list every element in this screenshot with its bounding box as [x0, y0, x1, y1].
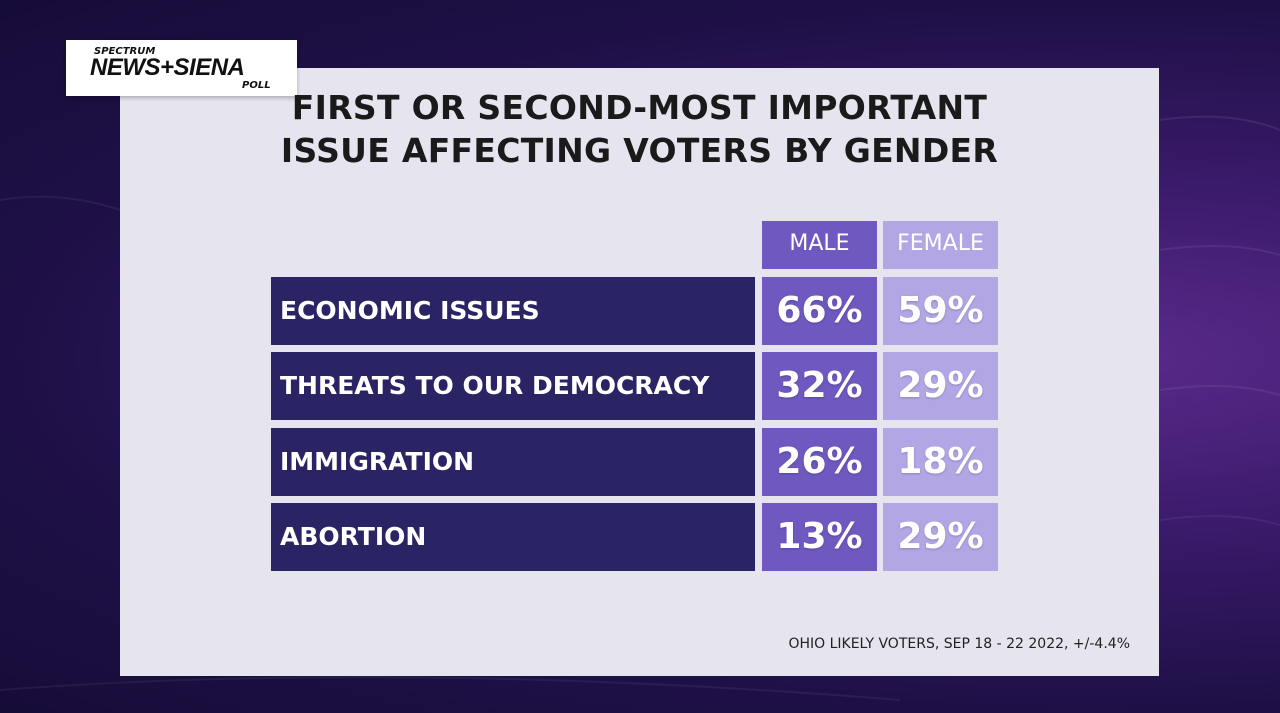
- male-value: 13%: [762, 503, 877, 571]
- source-footnote: OHIO LIKELY VOTERS, SEP 18 - 22 2022, +/…: [788, 636, 1130, 652]
- male-value: 66%: [762, 277, 877, 345]
- logo-spectrum-text: SPECTRUM: [94, 46, 156, 57]
- male-value: 26%: [762, 428, 877, 496]
- spectrum-siena-logo: SPECTRUM NEWS+SIENA POLL: [66, 40, 297, 96]
- chart-title-line2: ISSUE AFFECTING VOTERS BY GENDER: [280, 131, 999, 170]
- row-label: IMMIGRATION: [271, 428, 755, 496]
- row-label: THREATS TO OUR DEMOCRACY: [271, 352, 755, 420]
- column-header-female: FEMALE: [883, 221, 998, 269]
- female-value: 29%: [883, 352, 998, 420]
- chart-title-line1: FIRST OR SECOND-MOST IMPORTANT: [291, 88, 988, 127]
- chart-title: FIRST OR SECOND-MOST IMPORTANT ISSUE AFF…: [120, 86, 1159, 172]
- male-value: 32%: [762, 352, 877, 420]
- logo-poll-text: POLL: [242, 80, 271, 91]
- row-label: ECONOMIC ISSUES: [271, 277, 755, 345]
- column-header-male: MALE: [762, 221, 877, 269]
- female-value: 59%: [883, 277, 998, 345]
- logo-news-siena-text: NEWS+SIENA: [90, 54, 245, 81]
- row-label: ABORTION: [271, 503, 755, 571]
- female-value: 29%: [883, 503, 998, 571]
- female-value: 18%: [883, 428, 998, 496]
